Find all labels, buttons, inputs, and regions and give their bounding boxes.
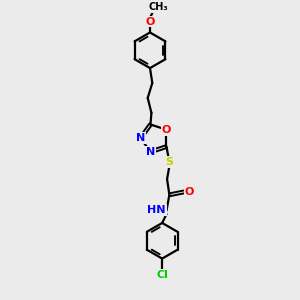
Text: S: S [165, 158, 173, 167]
Text: Cl: Cl [156, 270, 168, 280]
Text: O: O [162, 125, 171, 135]
Text: O: O [145, 16, 155, 27]
Text: HN: HN [147, 205, 166, 215]
Text: O: O [185, 187, 194, 197]
Text: CH₃: CH₃ [148, 2, 168, 12]
Text: N: N [146, 147, 155, 157]
Text: N: N [136, 133, 145, 143]
